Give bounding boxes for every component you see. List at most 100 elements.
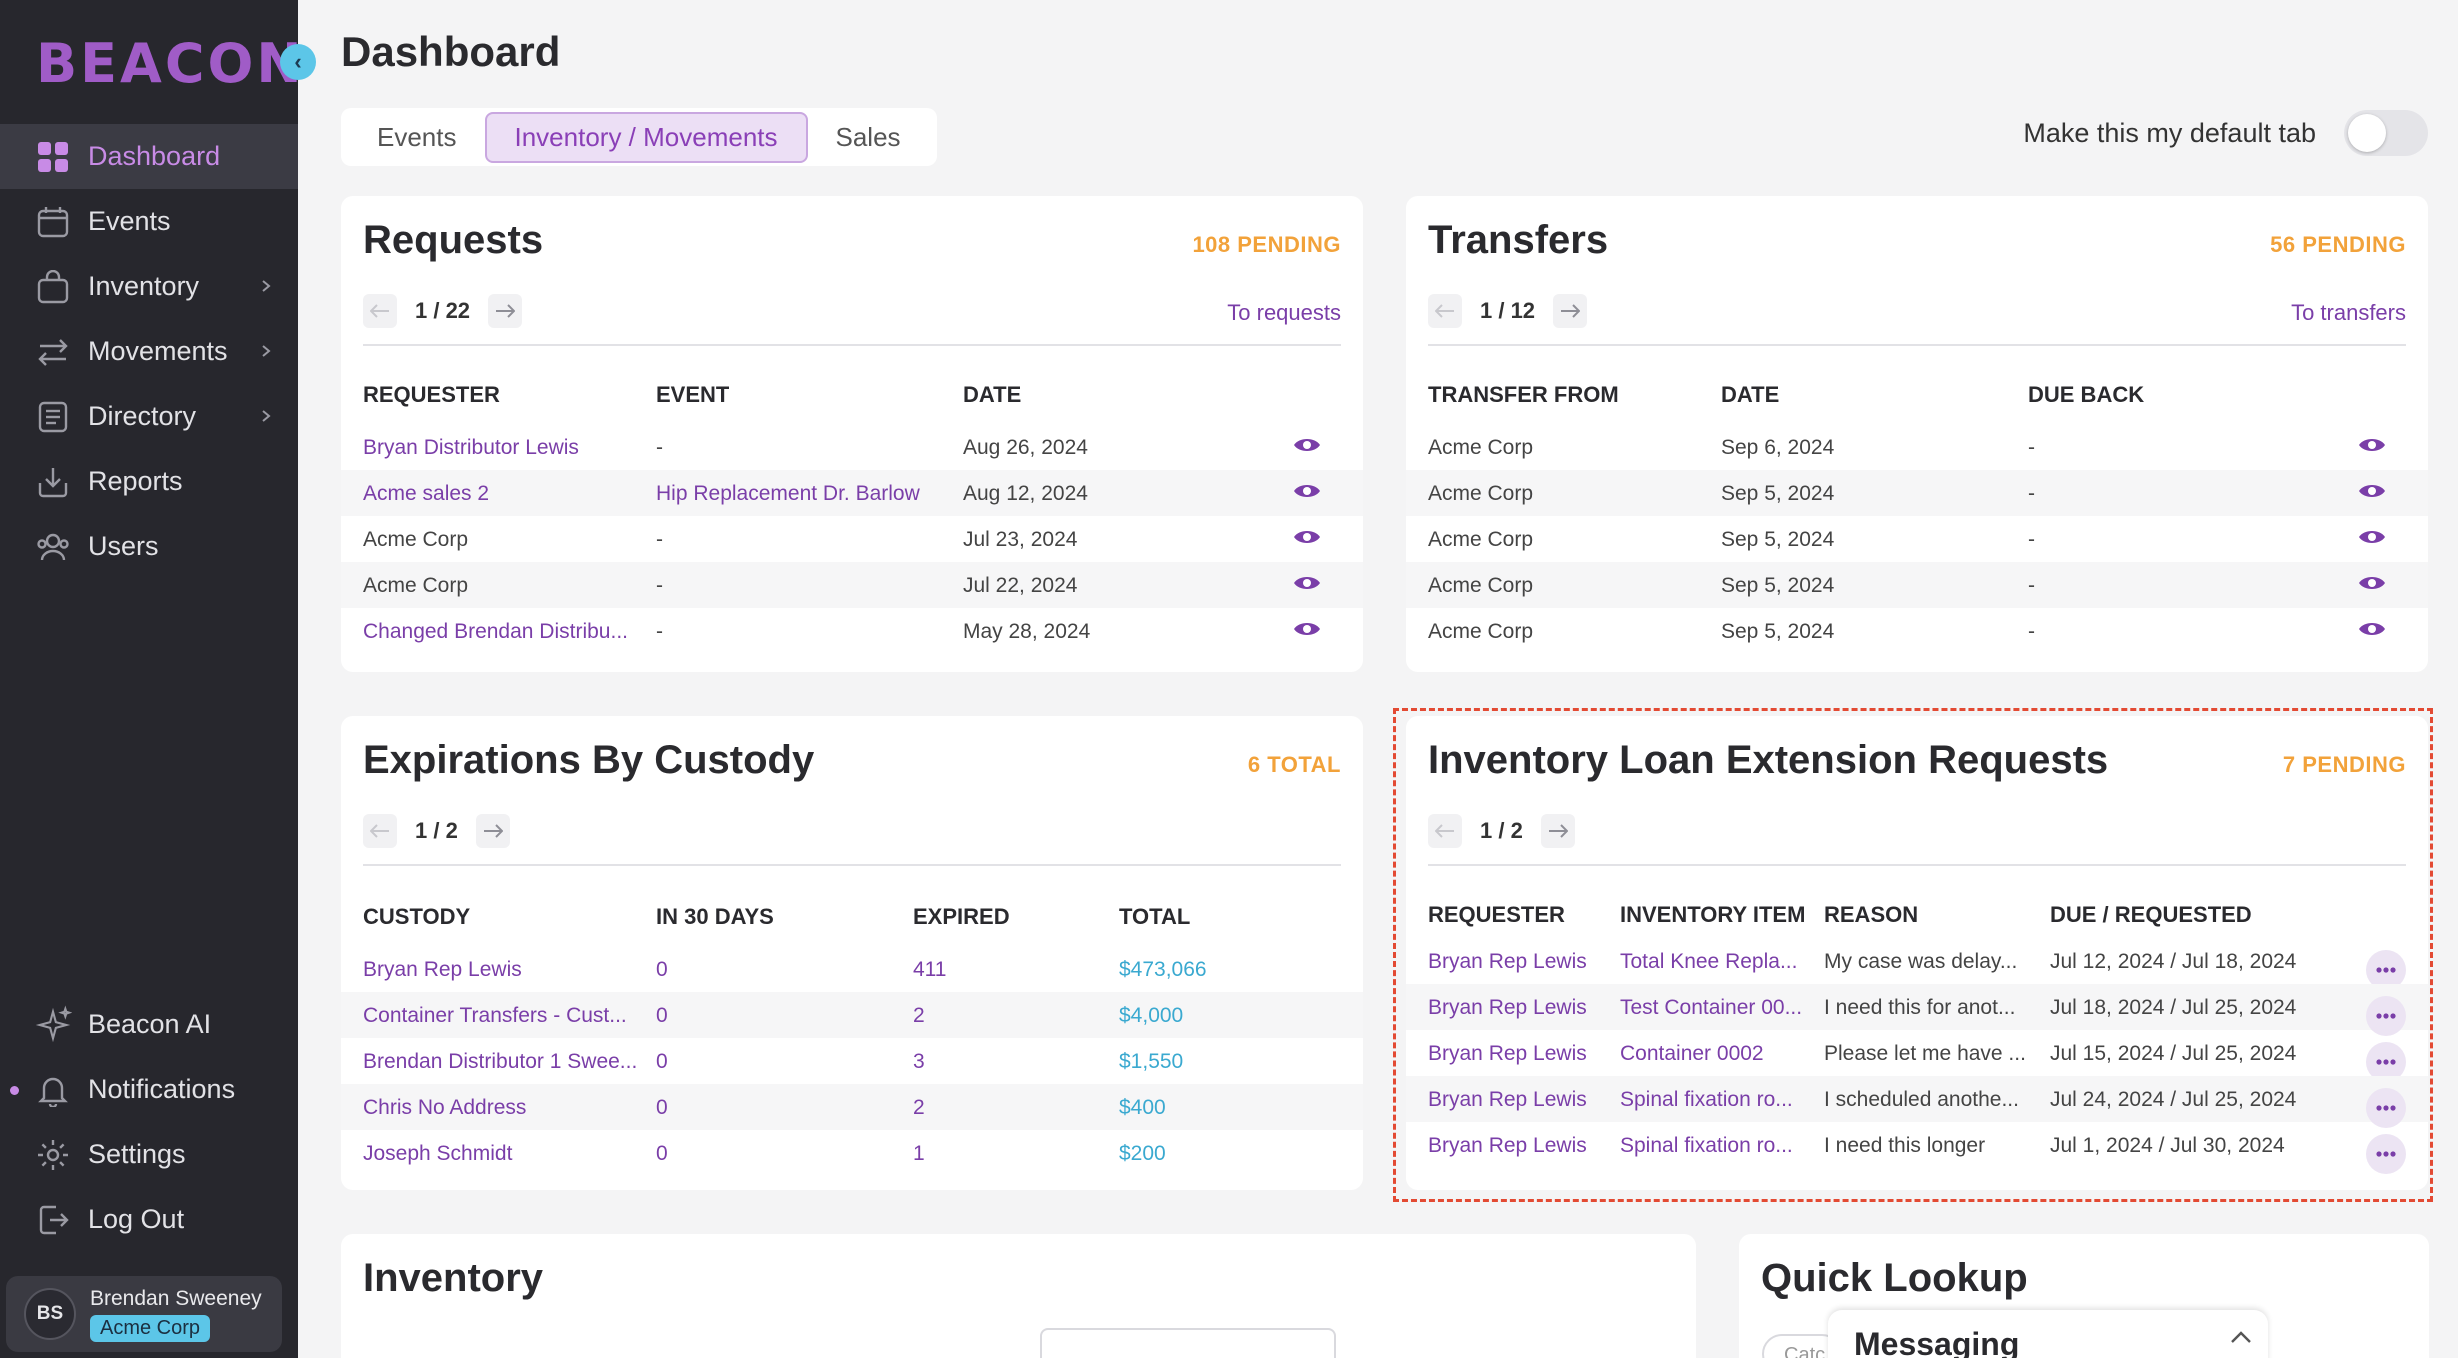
more-options-button[interactable] — [2366, 950, 2406, 990]
custody-cell[interactable]: Container Transfers - Cust... — [363, 1004, 627, 1027]
view-eye-icon[interactable] — [1293, 527, 1321, 547]
bell-icon — [34, 1071, 72, 1109]
messaging-panel[interactable]: Messaging — [1828, 1310, 2268, 1358]
table-row[interactable]: Chris No Address 0 2 $400 — [341, 1084, 1363, 1130]
expired-cell[interactable]: 2 — [913, 1096, 925, 1119]
default-tab-toggle[interactable] — [2344, 110, 2428, 156]
total-cell[interactable]: $4,000 — [1119, 1004, 1184, 1027]
expired-cell[interactable]: 2 — [913, 1004, 925, 1027]
next-page-button[interactable] — [488, 294, 523, 328]
nav-item-reports[interactable]: Reports — [0, 449, 298, 514]
more-options-button[interactable] — [2366, 996, 2406, 1036]
table-row[interactable]: Acme Corp Sep 6, 2024 - — [1428, 424, 2406, 470]
nav-item-directory[interactable]: Directory — [0, 384, 298, 449]
requester-cell[interactable]: Bryan Distributor Lewis — [363, 436, 579, 459]
table-row[interactable]: Bryan Rep Lewis Total Knee Repla... My cas… — [1428, 938, 2406, 990]
to-requests-link[interactable]: To requests — [1227, 300, 1341, 325]
in-30-cell[interactable]: 0 — [656, 1050, 668, 1073]
custody-cell[interactable]: Brendan Distributor 1 Swee... — [363, 1050, 638, 1073]
nav-item-notifications[interactable]: Notifications — [0, 1057, 298, 1122]
in-30-cell[interactable]: 0 — [656, 958, 668, 981]
more-options-button[interactable] — [2366, 1042, 2406, 1082]
table-row[interactable]: Acme Corp - Jul 22, 2024 — [341, 562, 1363, 608]
table-row[interactable]: Acme sales 2 Hip Replacement Dr. Barlow Au… — [341, 470, 1363, 516]
nav-item-beacon-ai[interactable]: Beacon AI — [0, 992, 298, 1057]
table-row[interactable]: Acme Corp Sep 5, 2024 - — [1428, 608, 2406, 654]
user-profile[interactable]: BS Brendan Sweeney Acme Corp — [6, 1276, 282, 1352]
nav-item-events[interactable]: Events — [0, 189, 298, 254]
nav-item-logout[interactable]: Log Out — [0, 1187, 298, 1252]
table-row[interactable]: Bryan Rep Lewis Test Container 00... I nee… — [1406, 984, 2428, 1036]
table-row[interactable]: Brendan Distributor 1 Swee... 0 3 $1,550 — [363, 1038, 1341, 1084]
card-title: Inventory Loan Extension Requests — [1428, 738, 2109, 782]
expired-cell[interactable]: 1 — [913, 1142, 925, 1165]
total-cell[interactable]: $1,550 — [1119, 1050, 1184, 1073]
in-30-cell[interactable]: 0 — [656, 1142, 668, 1165]
requester-cell[interactable]: Changed Brendan Distribu... — [363, 620, 628, 643]
event-cell: - — [656, 620, 663, 643]
nav-item-users[interactable]: Users — [0, 514, 298, 579]
in-30-cell[interactable]: 0 — [656, 1004, 668, 1027]
table-row[interactable]: Acme Corp - Jul 23, 2024 — [363, 516, 1341, 562]
table-row[interactable]: Acme Corp Sep 5, 2024 - — [1406, 562, 2428, 608]
view-eye-icon[interactable] — [2358, 527, 2386, 547]
view-eye-icon[interactable] — [2358, 573, 2386, 593]
view-eye-icon[interactable] — [1293, 435, 1321, 455]
total-cell[interactable]: $473,066 — [1119, 958, 1207, 981]
expired-cell[interactable]: 3 — [913, 1050, 925, 1073]
table-row[interactable]: Changed Brendan Distribu... - May 28, 2024 — [363, 608, 1341, 654]
to-transfers-link[interactable]: To transfers — [2291, 300, 2406, 325]
custody-cell[interactable]: Joseph Schmidt — [363, 1142, 513, 1165]
more-options-button[interactable] — [2366, 1134, 2406, 1174]
table-row[interactable]: Joseph Schmidt 0 1 $200 — [363, 1130, 1341, 1176]
table-row[interactable]: Acme Corp Sep 5, 2024 - — [1428, 516, 2406, 562]
table-row[interactable]: Bryan Rep Lewis Spinal fixation ro... I ne… — [1428, 1122, 2406, 1174]
next-page-button[interactable] — [1540, 814, 1575, 848]
date-cell: Jul 23, 2024 — [963, 528, 1078, 551]
prev-page-button[interactable] — [363, 814, 397, 848]
view-eye-icon[interactable] — [2358, 481, 2386, 501]
expired-cell[interactable]: 411 — [913, 958, 947, 981]
beacon-logo[interactable]: BEACON — [36, 18, 305, 108]
nav-item-movements[interactable]: Movements — [0, 319, 298, 384]
table-row[interactable]: Bryan Rep Lewis 0 411 $473,066 — [363, 946, 1341, 992]
prev-page-button[interactable] — [1428, 294, 1462, 328]
prev-page-button[interactable] — [1428, 814, 1462, 848]
requester-cell[interactable]: Acme sales 2 — [363, 482, 490, 505]
view-eye-icon[interactable] — [2358, 619, 2386, 639]
custody-cell[interactable]: Bryan Rep Lewis — [363, 958, 522, 981]
nav-label: Settings — [88, 1139, 186, 1169]
due-cell: - — [2028, 528, 2035, 551]
more-options-button[interactable] — [2366, 1088, 2406, 1128]
custody-cell[interactable]: Chris No Address — [363, 1096, 527, 1119]
requests-rows: Bryan Distributor Lewis - Aug 26, 2024 Acm… — [341, 424, 1363, 654]
chevron-up-icon[interactable] — [2230, 1330, 2252, 1344]
in-30-cell[interactable]: 0 — [656, 1096, 668, 1119]
view-eye-icon[interactable] — [2358, 435, 2386, 455]
prev-page-button[interactable] — [363, 294, 397, 328]
view-eye-icon[interactable] — [1293, 573, 1321, 593]
nav-item-dashboard[interactable]: Dashboard — [0, 124, 298, 189]
calendar-icon — [34, 203, 72, 241]
col-due-back: DUE BACK — [2028, 382, 2145, 407]
tab-sales[interactable]: Sales — [835, 121, 901, 152]
inventory-search-input[interactable] — [1040, 1328, 1336, 1358]
total-cell[interactable]: $200 — [1119, 1142, 1166, 1165]
nav-item-settings[interactable]: Settings — [0, 1122, 298, 1187]
view-eye-icon[interactable] — [1293, 481, 1321, 501]
table-row[interactable]: Bryan Distributor Lewis - Aug 26, 2024 — [363, 424, 1341, 470]
table-row[interactable]: Container Transfers - Cust... 0 2 $4,000 — [341, 992, 1363, 1038]
tab-inventory-movements[interactable]: Inventory / Movements — [484, 111, 808, 163]
collapse-sidebar-button[interactable]: ‹ — [280, 44, 316, 80]
event-cell[interactable]: Hip Replacement Dr. Barlow — [656, 482, 920, 505]
next-page-button[interactable] — [1553, 294, 1588, 328]
tab-events[interactable]: Events — [377, 121, 457, 152]
table-row[interactable]: Acme Corp Sep 5, 2024 - — [1406, 470, 2428, 516]
nav-item-inventory[interactable]: Inventory — [0, 254, 298, 319]
total-cell[interactable]: $400 — [1119, 1096, 1166, 1119]
table-row[interactable]: Bryan Rep Lewis Container 0002 Please let … — [1428, 1030, 2406, 1082]
table-row[interactable]: Bryan Rep Lewis Spinal fixation ro... I sc… — [1406, 1076, 2428, 1128]
view-eye-icon[interactable] — [1293, 619, 1321, 639]
arrow-left-icon — [1435, 304, 1454, 318]
next-page-button[interactable] — [475, 814, 510, 848]
